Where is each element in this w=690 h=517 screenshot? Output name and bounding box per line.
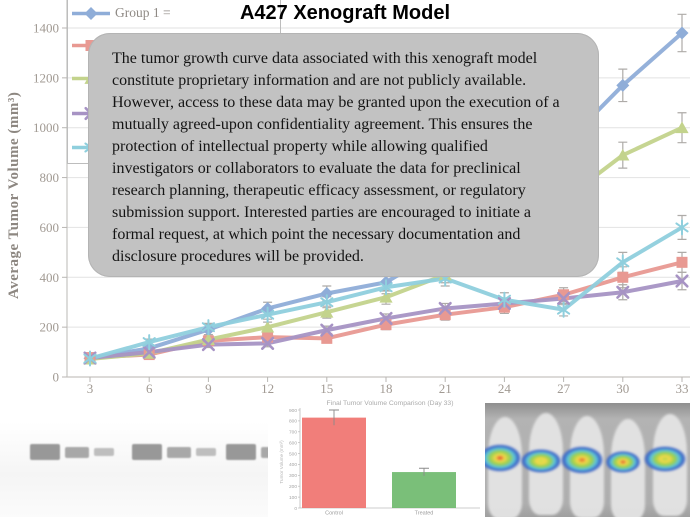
svg-text:700: 700 [289,430,297,436]
svg-text:3: 3 [87,381,94,396]
svg-text:Final Tumor Volume Comparison: Final Tumor Volume Comparison (Day 33) [327,400,454,407]
svg-text:400: 400 [40,270,60,285]
bioluminescence-signal [519,448,563,474]
svg-text:Treated: Treated [415,511,434,517]
svg-text:21: 21 [439,381,452,396]
svg-text:200: 200 [40,320,60,335]
svg-text:9: 9 [205,381,212,396]
bioluminescence-signal [642,445,688,473]
svg-text:27: 27 [557,381,571,396]
blot-band [261,446,268,458]
bioluminescence-signal [485,443,523,473]
svg-text:30: 30 [616,381,629,396]
svg-text:900: 900 [289,408,297,414]
legend-item-group-1: Group 1 = [71,5,171,21]
bioluminescence-signal [559,445,605,475]
svg-text:400: 400 [289,462,297,468]
bioluminescence-signal [604,450,642,474]
svg-text:800: 800 [40,170,60,185]
blot-band [65,446,89,458]
blot-band [94,448,114,456]
blot-band [226,444,256,460]
legend-swatch-icon [72,6,110,20]
blot-band [132,444,162,460]
svg-text:Tumor Volume (mm³): Tumor Volume (mm³) [279,440,284,484]
svg-text:1000: 1000 [33,120,59,135]
western-blot-image: 56- 40- [0,422,268,517]
blot-band [30,444,60,460]
svg-text:0: 0 [294,506,297,512]
svg-text:500: 500 [289,451,297,457]
svg-text:6: 6 [146,381,153,396]
blot-band [196,448,216,456]
svg-text:100: 100 [289,495,297,501]
svg-text:1400: 1400 [33,21,59,36]
svg-text:800: 800 [289,419,297,425]
mouse-bioluminescence-image [485,403,690,517]
svg-text:15: 15 [320,381,333,396]
svg-text:1200: 1200 [33,70,59,85]
svg-text:12: 12 [261,381,274,396]
svg-text:18: 18 [380,381,393,396]
svg-text:600: 600 [289,440,297,446]
legend-item-label: Group 1 = [115,5,171,20]
disclaimer-overlay: The tumor growth curve data associated w… [88,33,599,277]
page-title: A427 Xenograft Model [239,2,451,24]
blot-band [167,446,191,458]
final-volume-bar-chart: Final Tumor Volume Comparison (Day 33) Tu… [279,400,480,517]
svg-text:33: 33 [676,381,689,396]
svg-text:200: 200 [289,484,297,490]
svg-text:24: 24 [498,381,512,396]
disclaimer-text: The tumor growth curve data associated w… [112,50,560,265]
svg-text:Control: Control [325,511,343,517]
svg-text:600: 600 [40,220,60,235]
svg-text:0: 0 [53,370,60,385]
svg-text:300: 300 [289,473,297,479]
